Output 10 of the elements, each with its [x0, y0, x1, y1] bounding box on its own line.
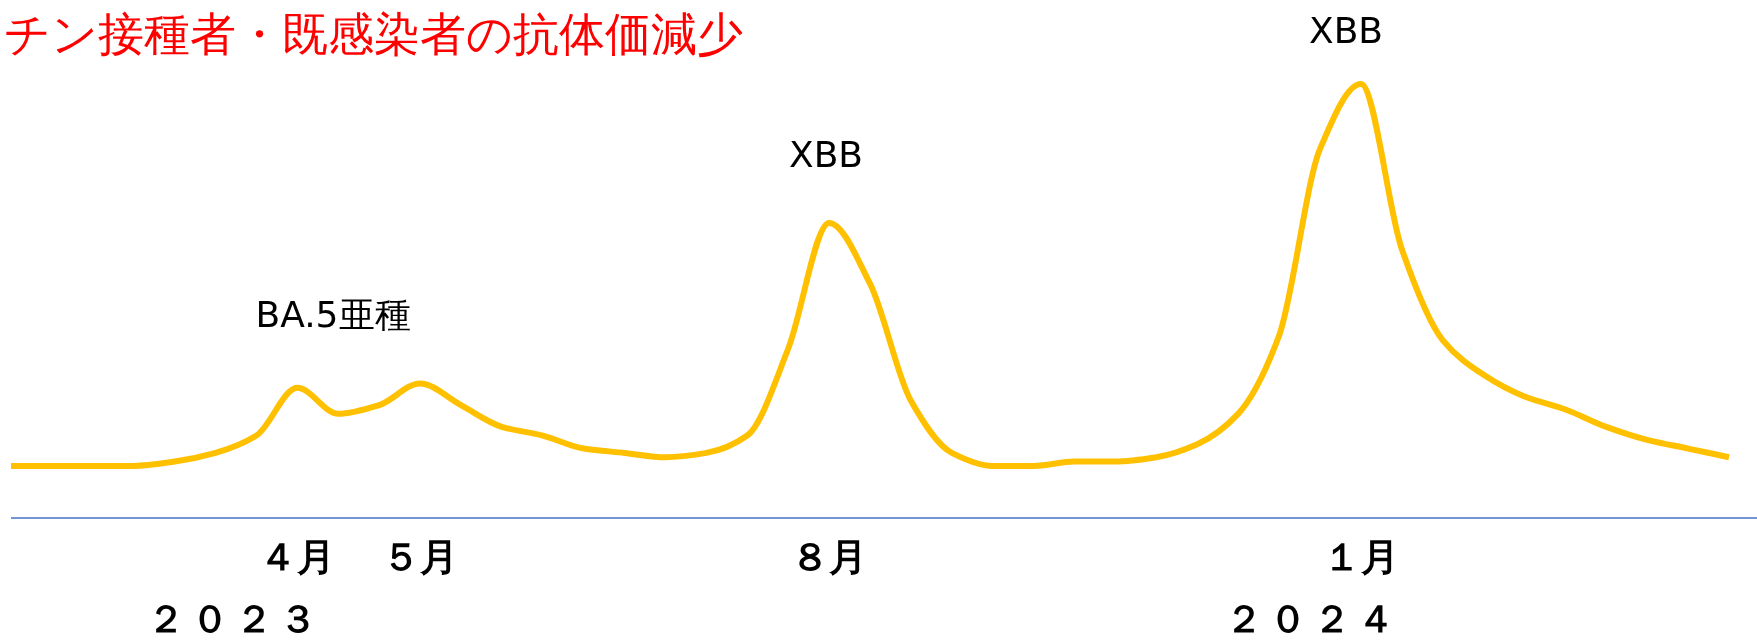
- x-tick: ４月: [259, 535, 336, 579]
- x-tick: １月: [1322, 535, 1399, 579]
- x-tick: ５月: [382, 535, 459, 579]
- annotation: XBB: [788, 134, 864, 175]
- annotation: BA.5亜種: [255, 294, 411, 335]
- x-tick: ８月: [791, 535, 868, 579]
- annotation: XBB: [1308, 10, 1384, 51]
- annotation: ２０２３: [147, 597, 323, 641]
- annotation: ２０２４: [1225, 597, 1401, 641]
- title: チン接種者・既感染者の抗体価減少: [4, 7, 743, 61]
